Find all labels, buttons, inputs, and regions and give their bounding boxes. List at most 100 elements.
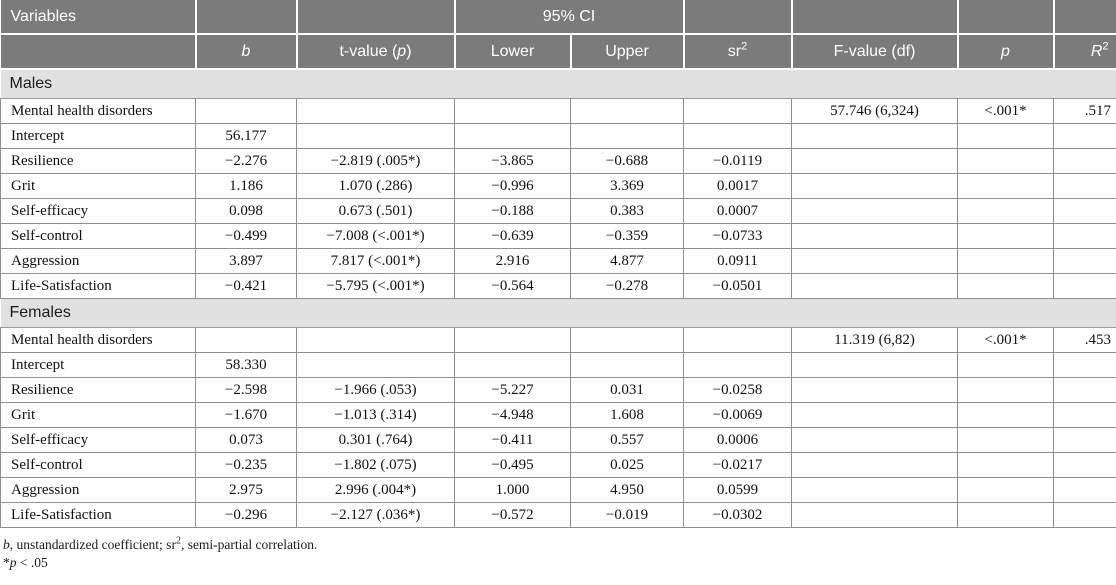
cell-variable: Resilience bbox=[0, 148, 196, 174]
cell-sr2 bbox=[683, 352, 792, 378]
cell-t: 0.301 (.764) bbox=[296, 427, 455, 453]
table-header: Variables 95% CI b t-value (p) Lower Upp… bbox=[0, 0, 1116, 70]
cell-sr2: 0.0017 bbox=[683, 173, 792, 199]
cell-f bbox=[791, 123, 958, 149]
col-header-variables: Variables bbox=[0, 0, 197, 35]
table-row: Aggression 2.975 2.996 (.004*) 1.000 4.950 0.… bbox=[0, 477, 1116, 503]
cell-t bbox=[296, 98, 455, 124]
cell-f bbox=[791, 402, 958, 428]
cell-upper bbox=[570, 327, 684, 353]
cell-p bbox=[957, 452, 1054, 478]
cell-lower: −0.188 bbox=[454, 198, 571, 224]
footnote-p: p bbox=[9, 555, 17, 570]
cell-p: <.001* bbox=[957, 98, 1054, 124]
cell-sr2: −0.0302 bbox=[683, 502, 792, 528]
cell-lower bbox=[454, 123, 571, 149]
section-row-males: Males bbox=[0, 69, 1116, 99]
b-label: b bbox=[241, 42, 251, 60]
cell-upper: 0.025 bbox=[570, 452, 684, 478]
cell-r2 bbox=[1053, 352, 1116, 378]
table-row: Life-Satisfaction −0.296 −2.127 (.036*) −0.… bbox=[0, 502, 1116, 528]
cell-variable: Aggression bbox=[0, 248, 196, 274]
cell-upper: −0.019 bbox=[570, 502, 684, 528]
footnote-def-mid: , unstandardized coefficient; sr bbox=[9, 537, 176, 552]
cell-sr2: −0.0258 bbox=[683, 377, 792, 403]
cell-r2 bbox=[1053, 273, 1116, 299]
cell-t: −5.795 (<.001*) bbox=[296, 273, 455, 299]
cell-p bbox=[957, 148, 1054, 174]
cell-b: −0.421 bbox=[195, 273, 297, 299]
cell-lower: 2.916 bbox=[454, 248, 571, 274]
r2-base: R bbox=[1090, 42, 1103, 60]
cell-b: 2.975 bbox=[195, 477, 297, 503]
section-label: Females bbox=[0, 298, 1116, 328]
cell-r2 bbox=[1053, 173, 1116, 199]
cell-lower: −0.639 bbox=[454, 223, 571, 249]
cell-p bbox=[957, 223, 1054, 249]
cell-upper: 0.383 bbox=[570, 198, 684, 224]
cell-upper: −0.688 bbox=[570, 148, 684, 174]
table-row: Grit −1.670 −1.013 (.314) −4.948 1.608 −0.006… bbox=[0, 402, 1116, 428]
cell-f bbox=[791, 223, 958, 249]
col-header-sr2: sr2 bbox=[682, 33, 793, 70]
table-row: Grit 1.186 1.070 (.286) −0.996 3.369 0.0017 bbox=[0, 173, 1116, 199]
cell-p bbox=[957, 502, 1054, 528]
table-row: Life-Satisfaction −0.421 −5.795 (<.001*) −0… bbox=[0, 273, 1116, 299]
cell-r2 bbox=[1053, 248, 1116, 274]
cell-r2 bbox=[1053, 502, 1116, 528]
cell-r2 bbox=[1053, 148, 1116, 174]
cell-t bbox=[296, 352, 455, 378]
cell-f bbox=[791, 502, 958, 528]
table-row: Resilience −2.598 −1.966 (.053) −5.227 0.031… bbox=[0, 377, 1116, 403]
cell-sr2 bbox=[683, 98, 792, 124]
regression-table-figure: Variables 95% CI b t-value (p) Lower Upp… bbox=[0, 0, 1116, 572]
ci-label: 95% CI bbox=[542, 7, 596, 25]
cell-sr2 bbox=[683, 327, 792, 353]
header-spacer-f bbox=[790, 0, 959, 35]
cell-r2 bbox=[1053, 402, 1116, 428]
cell-upper: −0.278 bbox=[570, 273, 684, 299]
sr2-sup: 2 bbox=[741, 40, 748, 53]
header-spacer-r2 bbox=[1052, 0, 1116, 35]
cell-variable: Mental health disorders bbox=[0, 98, 196, 124]
r2-sup: 2 bbox=[1102, 40, 1109, 53]
footnote-significance: *p < .05 bbox=[3, 554, 1116, 572]
cell-lower: −0.564 bbox=[454, 273, 571, 299]
cell-b: −0.499 bbox=[195, 223, 297, 249]
cell-t bbox=[296, 123, 455, 149]
cell-b: −2.598 bbox=[195, 377, 297, 403]
cell-r2 bbox=[1053, 452, 1116, 478]
cell-variable: Mental health disorders bbox=[0, 327, 196, 353]
cell-b: −0.235 bbox=[195, 452, 297, 478]
cell-p bbox=[957, 402, 1054, 428]
cell-sr2: 0.0911 bbox=[683, 248, 792, 274]
cell-variable: Life-Satisfaction bbox=[0, 502, 196, 528]
cell-b bbox=[195, 327, 297, 353]
col-header-lower: Lower bbox=[453, 33, 572, 70]
cell-upper: 4.950 bbox=[570, 477, 684, 503]
cell-lower: −4.948 bbox=[454, 402, 571, 428]
cell-upper: 3.369 bbox=[570, 173, 684, 199]
cell-p bbox=[957, 248, 1054, 274]
col-header-f-value: F-value (df) bbox=[790, 33, 959, 70]
cell-r2 bbox=[1053, 377, 1116, 403]
cell-sr2: 0.0007 bbox=[683, 198, 792, 224]
cell-t: −2.127 (.036*) bbox=[296, 502, 455, 528]
table-row: Mental health disorders 57.746 (6,324) <.0… bbox=[0, 98, 1116, 124]
cell-sr2: −0.0119 bbox=[683, 148, 792, 174]
footnote-sr-sup: 2 bbox=[175, 535, 181, 547]
t-label-prefix: t-value ( bbox=[339, 42, 398, 60]
cell-f bbox=[791, 273, 958, 299]
cell-sr2: −0.0501 bbox=[683, 273, 792, 299]
section-label: Males bbox=[0, 69, 1116, 99]
cell-p: <.001* bbox=[957, 327, 1054, 353]
cell-f bbox=[791, 148, 958, 174]
footnote-definitions: b, unstandardized coefficient; sr2, semi… bbox=[3, 536, 1116, 554]
cell-upper: 4.877 bbox=[570, 248, 684, 274]
cell-r2 bbox=[1053, 477, 1116, 503]
cell-t: −1.966 (.053) bbox=[296, 377, 455, 403]
cell-t: 0.673 (.501) bbox=[296, 198, 455, 224]
cell-f bbox=[791, 452, 958, 478]
cell-upper: −0.359 bbox=[570, 223, 684, 249]
header-row-bottom: b t-value (p) Lower Upper sr2 F-value (d… bbox=[0, 33, 1116, 70]
